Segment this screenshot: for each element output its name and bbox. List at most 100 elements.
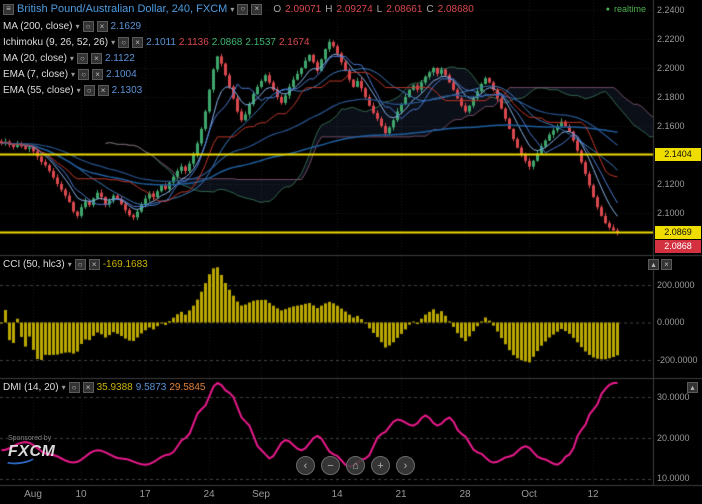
high-value: 2.09274 <box>336 3 373 15</box>
time-tick: 17 <box>139 489 151 500</box>
level-price-label: 2.0869 <box>655 226 701 239</box>
study-label[interactable]: EMA (7, close) <box>3 69 69 80</box>
chart-header: ≡ British Pound/Australian Dollar, 240, … <box>3 3 474 15</box>
study-close-icon[interactable]: × <box>90 53 102 64</box>
study-properties-icon[interactable]: ○ <box>78 69 90 80</box>
time-tick: 12 <box>587 489 599 500</box>
chevron-down-icon[interactable]: ▾ <box>111 38 116 47</box>
study-legend-dmi: DMI (14, 20) ▾ ○ × 35.9388 9.5873 29.584… <box>3 382 206 393</box>
study-value: 35.9388 <box>96 382 133 393</box>
study-label[interactable]: Ichimoku (9, 26, 52, 26) <box>3 37 109 48</box>
chevron-down-icon[interactable]: ▾ <box>69 54 74 63</box>
study-close-icon[interactable]: × <box>96 21 108 32</box>
symbol-title[interactable]: British Pound/Australian Dollar, 240, FX… <box>17 3 228 15</box>
study-close-icon[interactable]: × <box>132 37 144 48</box>
scale-tick: 10.0000 <box>657 473 690 483</box>
study-legend-cci: CCI (50, hlc3) ▾ ○ × -169.1683 <box>3 259 148 270</box>
study-value: 2.1674 <box>278 37 310 48</box>
sponsor-logo: Sponsored by FXCM <box>3 435 56 467</box>
close-value: 2.08680 <box>437 3 474 15</box>
study-value: 2.1629 <box>110 21 142 32</box>
study-value: -169.1683 <box>102 259 148 270</box>
time-tick: 10 <box>75 489 87 500</box>
scale-tick: 2.2400 <box>657 5 685 15</box>
scale-tick: 2.1000 <box>657 208 685 218</box>
scroll-right-button[interactable]: › <box>396 456 415 475</box>
study-legend-ema55: EMA (55, close) ▾ ○ × 2.1303 <box>3 85 142 96</box>
realtime-label: realtime <box>613 4 646 14</box>
study-value: 29.5845 <box>169 382 206 393</box>
close-label: C <box>426 3 434 15</box>
scale-tick: 2.2200 <box>657 34 685 44</box>
study-label[interactable]: DMI (14, 20) <box>3 382 59 393</box>
fxcm-logo-text: FXCM <box>8 443 56 460</box>
study-properties-icon[interactable]: ○ <box>68 382 80 393</box>
level-price-label: 2.1404 <box>655 148 701 161</box>
low-label: L <box>376 3 383 15</box>
realtime-dot-icon: ● <box>605 5 610 13</box>
low-value: 2.08661 <box>386 3 423 15</box>
reset-view-button[interactable]: ⌂ <box>346 456 365 475</box>
chevron-down-icon[interactable]: ▾ <box>71 70 76 79</box>
study-properties-icon[interactable]: ○ <box>118 37 130 48</box>
zoom-out-button[interactable]: − <box>321 456 340 475</box>
dmi-panel-buttons: ▴ <box>687 382 698 393</box>
study-close-icon[interactable]: × <box>92 69 104 80</box>
time-tick: Sep <box>252 489 270 500</box>
ohlc-readout: O 2.09071 H 2.09274 L 2.08661 C 2.08680 <box>273 4 473 15</box>
time-tick: 14 <box>331 489 343 500</box>
study-label[interactable]: CCI (50, hlc3) <box>3 259 65 270</box>
study-label[interactable]: MA (20, close) <box>3 53 67 64</box>
series-close-icon[interactable]: × <box>251 3 263 15</box>
chart-menu-icon[interactable]: ≡ <box>3 3 14 15</box>
scale-tick: 20.0000 <box>657 433 690 443</box>
chevron-down-icon[interactable]: ▾ <box>76 86 81 95</box>
study-legend-ema7: EMA (7, close) ▾ ○ × 2.1004 <box>3 69 137 80</box>
chevron-down-icon[interactable]: ▾ <box>67 260 72 269</box>
panel-collapse-icon[interactable]: ▴ <box>687 382 698 393</box>
symbol-dropdown-caret-icon[interactable]: ▾ <box>230 4 235 14</box>
chevron-down-icon[interactable]: ▾ <box>75 22 80 31</box>
open-label: O <box>273 3 282 15</box>
scale-tick: -200.0000 <box>657 355 698 365</box>
study-value: 2.1303 <box>111 85 143 96</box>
study-value: 2.1011 <box>146 37 176 48</box>
chevron-down-icon[interactable]: ▾ <box>61 383 66 392</box>
study-close-icon[interactable]: × <box>88 259 100 270</box>
scale-tick: 2.1800 <box>657 92 685 102</box>
study-legend-ma20: MA (20, close) ▾ ○ × 2.1122 <box>3 53 135 64</box>
study-value: 2.0868 <box>211 37 243 48</box>
study-properties-icon[interactable]: ○ <box>74 259 86 270</box>
study-properties-icon[interactable]: ○ <box>83 85 95 96</box>
study-value: 2.1004 <box>106 69 137 80</box>
study-close-icon[interactable]: × <box>82 382 94 393</box>
study-value: 9.5873 <box>135 382 167 393</box>
study-close-icon[interactable]: × <box>97 85 109 96</box>
chart-nav: ‹ − ⌂ + › <box>296 456 415 475</box>
study-value: 2.1122 <box>104 53 135 64</box>
time-tick: Oct <box>521 489 537 500</box>
zoom-in-button[interactable]: + <box>371 456 390 475</box>
panel-close-icon[interactable]: × <box>661 259 672 270</box>
scale-tick: 200.0000 <box>657 280 695 290</box>
realtime-indicator: ● realtime <box>606 4 646 14</box>
series-properties-icon[interactable]: ○ <box>237 3 249 15</box>
study-properties-icon[interactable]: ○ <box>76 53 88 64</box>
scale-tick: 2.1200 <box>657 179 685 189</box>
fxcm-logo: FXCM <box>3 443 56 467</box>
scroll-left-button[interactable]: ‹ <box>296 456 315 475</box>
high-label: H <box>325 3 333 15</box>
study-legend-ichimoku: Ichimoku (9, 26, 52, 26) ▾ ○ × 2.1011 2.… <box>3 37 310 48</box>
study-label[interactable]: MA (200, close) <box>3 21 73 32</box>
scale-tick: 2.2000 <box>657 63 685 73</box>
study-value: 2.1136 <box>178 37 209 48</box>
panel-collapse-icon[interactable]: ▴ <box>648 259 659 270</box>
scale-tick: 2.1600 <box>657 121 685 131</box>
scale-tick: 30.0000 <box>657 392 690 402</box>
study-properties-icon[interactable]: ○ <box>82 21 94 32</box>
study-label[interactable]: EMA (55, close) <box>3 85 74 96</box>
cci-panel-buttons: ▴ × <box>648 259 672 270</box>
scale-tick: 0.0000 <box>657 317 685 327</box>
